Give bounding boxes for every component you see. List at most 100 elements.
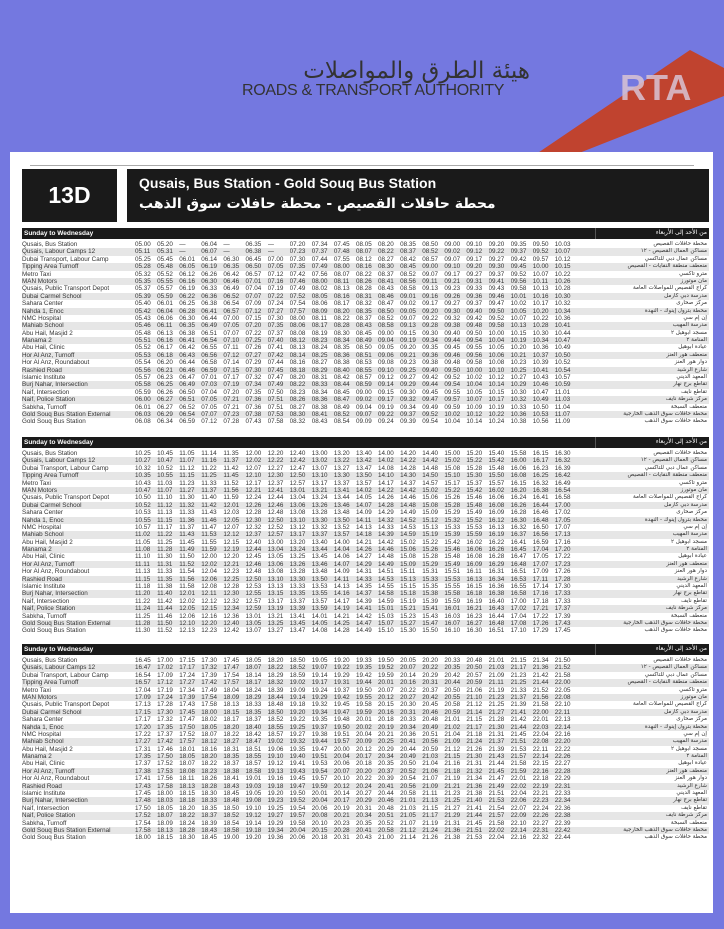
departure-time: 17.58 <box>201 701 218 709</box>
departure-time: 15.33 <box>422 575 438 583</box>
stop-name-arabic: منعطف منطقة النفايات - القصيص <box>627 263 707 270</box>
departure-time: 09.27 <box>488 255 505 263</box>
departure-time: 15.06 <box>400 546 416 554</box>
departure-time: 20.44 <box>378 790 394 798</box>
departure-time: 08.06 <box>311 300 328 308</box>
departure-time: 05.54 <box>135 359 151 367</box>
departure-time: 22.20 <box>554 738 571 746</box>
departure-time: 14.39 <box>355 597 372 605</box>
departure-time: 12.50 <box>267 516 284 524</box>
departure-time: 18.42 <box>245 730 262 738</box>
departure-time: 12.44 <box>245 546 262 554</box>
departure-time: 14.51 <box>378 568 394 576</box>
departure-time: 20.22 <box>355 775 372 783</box>
departure-time: 21.44 <box>510 723 527 731</box>
departure-time: 14.50 <box>422 472 438 480</box>
departure-time: 06.30 <box>201 277 218 285</box>
departure-time: 07.07 <box>201 410 218 418</box>
departure-time: 08.52 <box>378 314 394 322</box>
departure-time: 12.15 <box>201 605 218 613</box>
departure-time: 17.38 <box>135 767 151 775</box>
departure-time: 17.22 <box>532 612 549 620</box>
departure-time: 21.19 <box>444 775 461 783</box>
stop-name-arabic: كراج القصيص للمواصلات العامة <box>633 701 707 708</box>
departure-time: 11.59 <box>223 494 239 502</box>
departure-time: 09.19 <box>400 337 416 345</box>
departure-time: 20.01 <box>355 716 372 724</box>
departure-time: 10.32 <box>510 396 527 404</box>
departure-time: 21.27 <box>488 708 505 716</box>
stop-name: Abu Hail, Clinic <box>22 760 65 768</box>
departure-time: 06.22 <box>179 292 195 300</box>
departure-time: 14.20 <box>400 450 416 457</box>
departure-time: 06.20 <box>157 359 173 367</box>
departure-time: 11.44 <box>157 605 173 613</box>
departure-time: 13.01 <box>289 486 306 494</box>
departure-time: 08.22 <box>333 314 350 322</box>
departure-time: 21.56 <box>532 693 549 701</box>
table-row: Sahara Center 05.40 06.01 06.25 06.38 06.54 07… <box>22 300 709 307</box>
departure-time: 06.50 <box>179 388 195 396</box>
departure-time: 07.12 <box>201 418 218 426</box>
departure-time: 15.02 <box>422 486 438 494</box>
brand-name-arabic: هيئة الطرق والمواصلات <box>303 58 530 84</box>
departure-time: 19.09 <box>289 686 306 694</box>
departure-time: 10.21 <box>510 351 527 359</box>
departure-time: 18.23 <box>201 767 218 775</box>
departure-time: 11.47 <box>201 523 217 531</box>
departure-time: 11.37 <box>223 457 239 465</box>
departure-time: 05.46 <box>135 322 151 330</box>
departure-time: 21.07 <box>422 775 438 783</box>
departure-time: 16.29 <box>488 560 505 568</box>
departure-time: 13.13 <box>267 583 284 591</box>
departure-time: 14.42 <box>355 612 372 620</box>
departure-time: 16.23 <box>532 464 549 472</box>
departure-time: 08.28 <box>355 285 372 293</box>
departure-time: 10.23 <box>510 359 527 367</box>
departure-time: 18.50 <box>223 804 240 812</box>
departure-time: 16.13 <box>488 523 505 531</box>
departure-time: 14.42 <box>378 538 394 546</box>
departure-time: 12.00 <box>201 553 218 561</box>
departure-time: 10.45 <box>157 450 173 457</box>
departure-time: 12.05 <box>179 605 195 613</box>
departure-time: 20.42 <box>422 693 438 701</box>
stop-name-arabic: دوار هور العنز <box>674 568 707 575</box>
departure-time: 05.42 <box>135 307 151 315</box>
departure-time: 07.51 <box>267 403 284 411</box>
departure-time: 12.01 <box>223 501 240 509</box>
departure-time: 16.03 <box>444 612 461 620</box>
departure-time: 14.28 <box>378 501 394 509</box>
departure-time: 09.58 <box>510 285 527 293</box>
departure-time: 21.13 <box>422 797 438 805</box>
departure-time: 17.39 <box>179 693 195 701</box>
table-row: Naif, Intersection 17.50 18.05 18.20 18.35 18… <box>22 805 709 812</box>
departure-time: 07.36 <box>245 403 262 411</box>
departure-time: 16.30 <box>466 627 483 635</box>
stop-name-arabic: تقاطع برج نهار <box>673 381 707 388</box>
departure-time: 12.57 <box>267 531 284 539</box>
departure-time: 19.14 <box>245 819 262 827</box>
departure-time: 20.31 <box>400 708 416 716</box>
departure-time: 13.57 <box>333 531 350 539</box>
svg-text:RTA: RTA <box>620 67 691 108</box>
departure-time: 09.45 <box>422 388 438 396</box>
departure-time: 18.13 <box>179 782 195 790</box>
departure-time: 16.19 <box>488 531 505 539</box>
departure-time: 13.28 <box>289 568 306 576</box>
departure-time: 19.25 <box>289 723 306 731</box>
departure-time: 11.01 <box>554 388 571 396</box>
departure-time: 18.20 <box>179 804 195 812</box>
departure-time: 09.34 <box>422 337 438 345</box>
departure-time: 11.24 <box>135 605 151 613</box>
departure-time: 20.49 <box>422 723 438 731</box>
table-row: Hor Al Anz, Roundabout 11.13 11.33 11.54 12.… <box>22 568 709 575</box>
departure-time: 09.54 <box>444 381 461 389</box>
departure-time: 09.27 <box>400 374 416 382</box>
departure-time: 16.53 <box>510 575 527 583</box>
departure-time: 11.35 <box>223 450 239 457</box>
departure-time: 09.52 <box>422 410 438 418</box>
table-row: Burj Nahar, Intersection 17.48 18.03 18.18 1… <box>22 797 709 805</box>
stop-name-arabic: المنامة ٢ <box>686 753 707 760</box>
departure-time: 22.32 <box>532 834 549 842</box>
